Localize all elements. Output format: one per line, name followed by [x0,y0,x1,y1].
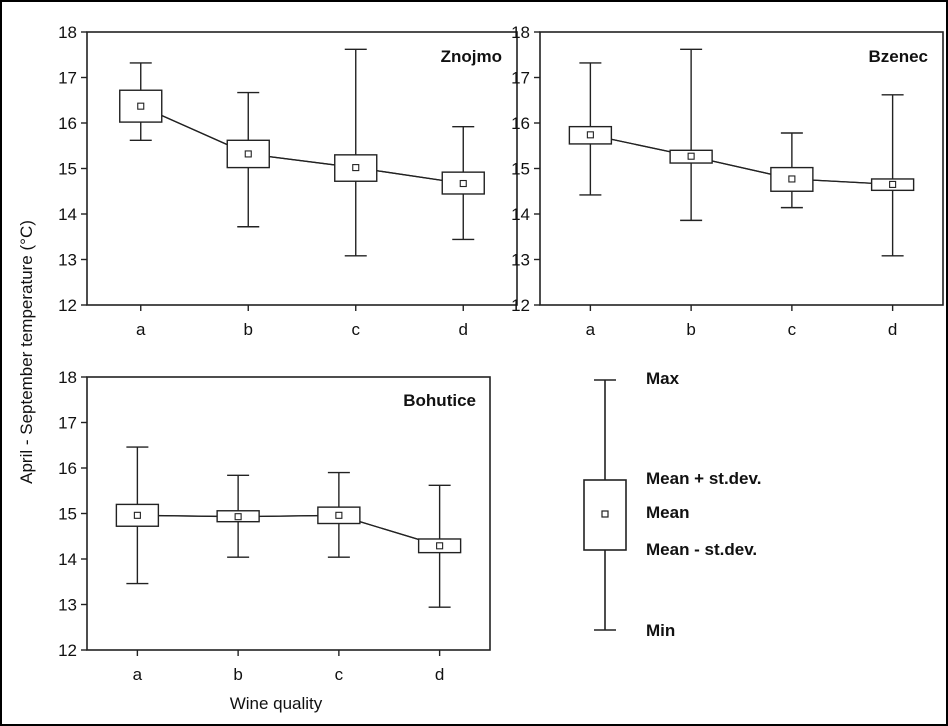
y-tick-label: 16 [58,459,77,478]
y-tick-label: 13 [58,596,77,615]
mean-marker [234,513,242,521]
legend-upper-label: Mean + st.dev. [646,469,761,488]
y-tick-label: 12 [58,296,77,315]
mean-marker [335,511,343,519]
panel-bzenec: 12 13 14 15 16 17 18 a b c d Bzenec [511,23,944,339]
legend-mean-label: Mean [646,503,689,522]
mean-line-segment [711,160,772,175]
y-tick-label: 15 [58,160,77,179]
mean-line-segment [269,155,335,166]
x-tick-label: d [888,320,897,339]
mean-marker [687,152,695,160]
mean-line [140,105,464,185]
y-tick-label: 17 [58,69,77,88]
x-tick-label: b [686,320,695,339]
legend-min-label: Min [646,621,675,640]
mean-line-segment [611,138,671,153]
panel-title: Znojmo [441,47,502,66]
y-axis-label: April - September temperature (°C) [17,220,36,484]
y-tick-label: 14 [58,205,77,224]
x-tick-label: c [788,320,797,339]
mean-marker [459,179,467,188]
y-tick-label: 14 [511,205,530,224]
panel-title: Bzenec [868,47,928,66]
y-tick-label: 15 [58,505,77,524]
panel-znojmo: 12 13 14 15 16 17 18 a b c d Znojmo [58,23,518,339]
y-tick-label: 17 [511,69,530,88]
legend-lower-label: Mean - st.dev. [646,540,757,559]
x-tick-label: c [352,320,361,339]
mean-line-segment [259,514,318,518]
x-tick-label: a [586,320,596,339]
x-tick-label: b [244,320,253,339]
y-tick-label: 13 [511,251,530,270]
x-tick-label: d [459,320,468,339]
mean-line-segment [376,170,443,182]
mean-line-segment [161,114,228,146]
plot-frame [86,31,518,306]
y-tick-label: 14 [58,550,77,569]
y-tick-label: 17 [58,414,77,433]
sd-box [334,154,378,182]
mean-line [590,134,893,186]
panel-bohutice: 12 13 14 15 16 17 18 a b c d Bohutice [58,368,491,684]
plot-frame [539,31,944,306]
x-tick-label: b [233,665,242,684]
legend-max-label: Max [646,369,680,388]
mean-line-segment [158,514,218,518]
x-tick-label: a [133,665,143,684]
mean-marker [137,102,145,110]
x-tick-label: d [435,665,444,684]
mean-marker [788,175,796,183]
y-tick-label: 12 [58,641,77,660]
mean-marker [586,131,594,139]
mean-marker [133,511,141,519]
legend-mean-marker [601,510,609,518]
x-tick-label: c [335,665,344,684]
y-tick-label: 16 [511,114,530,133]
mean-line-segment [359,521,419,541]
y-tick-label: 18 [511,23,530,42]
mean-line [137,514,440,547]
mean-marker [889,180,897,188]
mean-line-segment [812,179,872,184]
y-tick-label: 18 [58,368,77,387]
mean-marker [436,542,444,550]
y-tick-label: 12 [511,296,530,315]
x-axis-label: Wine quality [230,694,323,713]
y-tick-label: 13 [58,251,77,270]
y-tick-label: 18 [58,23,77,42]
y-tick-label: 15 [511,160,530,179]
legend: Max Mean + st.dev. Mean Mean - st.dev. M… [583,369,761,640]
x-tick-label: a [136,320,146,339]
panel-title: Bohutice [403,391,476,410]
mean-marker [352,164,360,172]
mean-marker [244,150,252,158]
y-tick-label: 16 [58,114,77,133]
